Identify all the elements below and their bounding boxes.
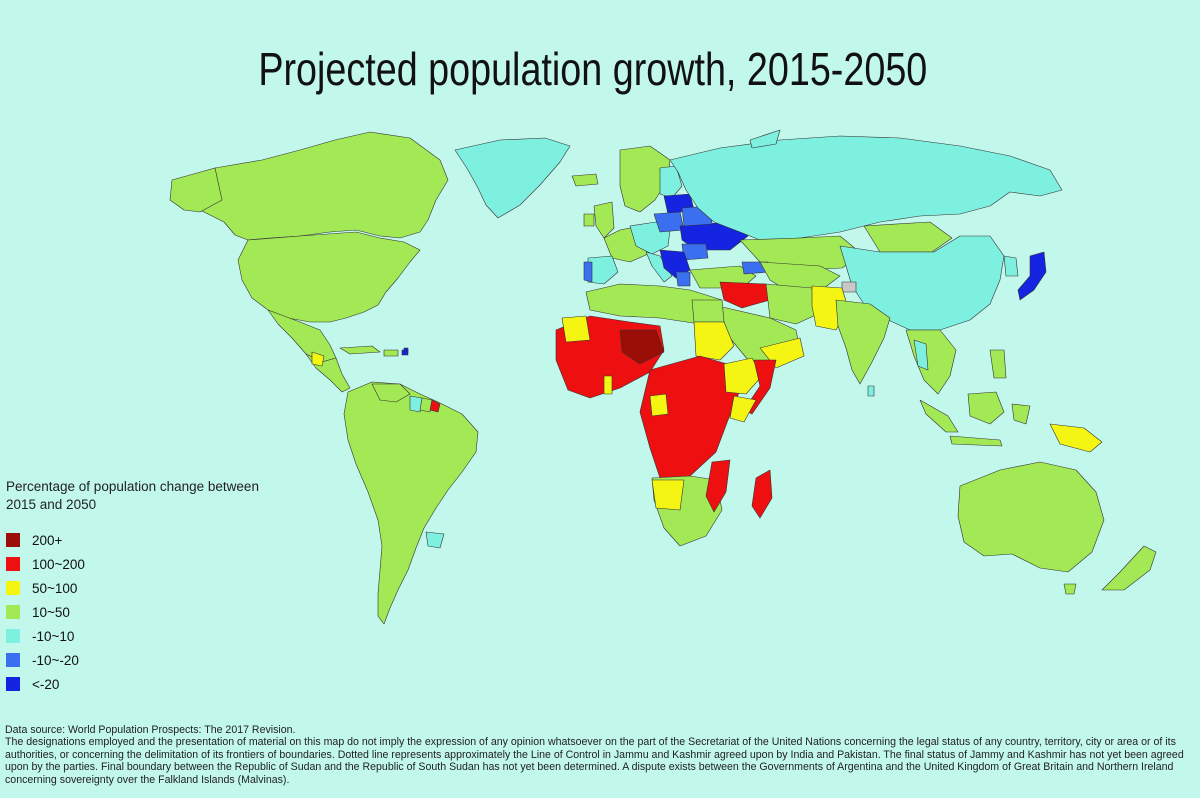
legend: Percentage of population change between … — [6, 478, 266, 696]
legend-swatch — [6, 605, 20, 619]
region-italy — [645, 251, 673, 283]
region-korea — [1003, 255, 1019, 277]
region-philippines — [989, 349, 1007, 379]
region-central-africa — [639, 355, 741, 479]
legend-label: -10~-20 — [32, 652, 79, 668]
region-french-guiana — [429, 399, 441, 413]
region-kashmir — [841, 281, 857, 293]
region-hawaii-bits — [403, 347, 409, 353]
legend-label: 100~200 — [32, 556, 85, 572]
disclaimer-note: The designations employed and the presen… — [5, 736, 1184, 786]
data-source-note: Data source: World Population Prospects:… — [5, 724, 296, 736]
region-iberia — [587, 255, 619, 285]
region-india — [835, 299, 891, 385]
region-turkey — [689, 265, 757, 289]
region-uk — [593, 201, 615, 239]
region-novaya-zemlya — [749, 129, 781, 149]
region-sulawesi — [1011, 403, 1031, 425]
legend-swatch — [6, 557, 20, 571]
region-egypt — [691, 299, 725, 323]
legend-item-200-plus: 200+ — [6, 528, 266, 552]
legend-label: 10~50 — [32, 604, 70, 620]
legend-label: <-20 — [32, 676, 60, 692]
legend-item-minus10-minus20: -10~-20 — [6, 648, 266, 672]
region-portugal — [583, 261, 593, 283]
region-thailand — [913, 339, 929, 371]
region-tasmania — [1063, 583, 1077, 595]
region-scandinavia — [619, 145, 671, 213]
region-angola — [651, 479, 685, 511]
region-uruguay — [425, 531, 445, 549]
region-ireland — [583, 213, 595, 227]
region-haiti — [383, 349, 399, 357]
region-venezuela — [371, 383, 411, 403]
region-canada — [174, 131, 449, 241]
region-mauritania — [561, 315, 591, 343]
region-niger — [619, 329, 665, 365]
region-java — [949, 435, 1003, 447]
region-china — [839, 235, 1005, 331]
region-madagascar — [751, 469, 773, 519]
region-greece — [675, 271, 691, 287]
region-suriname — [419, 397, 433, 413]
legend-item-below-minus20: <-20 — [6, 672, 266, 696]
legend-swatch — [6, 629, 20, 643]
region-finland — [659, 165, 683, 199]
legend-label: 200+ — [32, 532, 63, 548]
legend-item-100-200: 100~200 — [6, 552, 266, 576]
legend-label: -10~10 — [32, 628, 75, 644]
region-usa — [237, 231, 421, 323]
region-borneo — [967, 391, 1005, 425]
region-new-guinea — [1049, 423, 1103, 453]
region-ghana — [603, 375, 613, 395]
legend-swatch — [6, 581, 20, 595]
map-title: Projected population growth, 2015-2050 — [258, 43, 928, 95]
legend-title: Percentage of population change between … — [6, 479, 259, 512]
region-japan — [1017, 251, 1047, 301]
region-sri-lanka — [867, 385, 875, 397]
region-south-america — [343, 381, 479, 625]
legend-items: 200+ 100~200 50~100 10~50 -10~10 -10~-20… — [6, 528, 266, 696]
footer-notes: Data source: World Population Prospects:… — [5, 724, 1195, 786]
region-syria-iraq — [719, 281, 771, 309]
region-new-zealand — [1101, 545, 1157, 591]
legend-swatch — [6, 533, 20, 547]
region-mongolia — [863, 221, 953, 253]
region-sudan — [693, 321, 735, 361]
legend-item-minus10-10: -10~10 — [6, 624, 266, 648]
legend-swatch — [6, 653, 20, 667]
region-russia — [669, 135, 1063, 241]
region-iran — [765, 283, 819, 325]
region-guyana — [409, 395, 423, 413]
region-cuba — [339, 345, 381, 355]
legend-swatch — [6, 677, 20, 691]
region-southeast-asia — [905, 329, 957, 395]
region-mozambique — [705, 459, 731, 513]
region-gabon — [649, 393, 669, 417]
region-greenland — [454, 137, 571, 219]
legend-item-10-50: 10~50 — [6, 600, 266, 624]
region-kenya — [729, 395, 757, 423]
region-alaska — [169, 167, 223, 213]
legend-item-50-100: 50~100 — [6, 576, 266, 600]
region-guatemala — [311, 351, 325, 367]
legend-label: 50~100 — [32, 580, 78, 596]
region-australia — [957, 461, 1105, 573]
region-ethiopia — [723, 357, 763, 395]
region-iceland — [571, 173, 599, 187]
region-sumatra — [919, 399, 959, 433]
